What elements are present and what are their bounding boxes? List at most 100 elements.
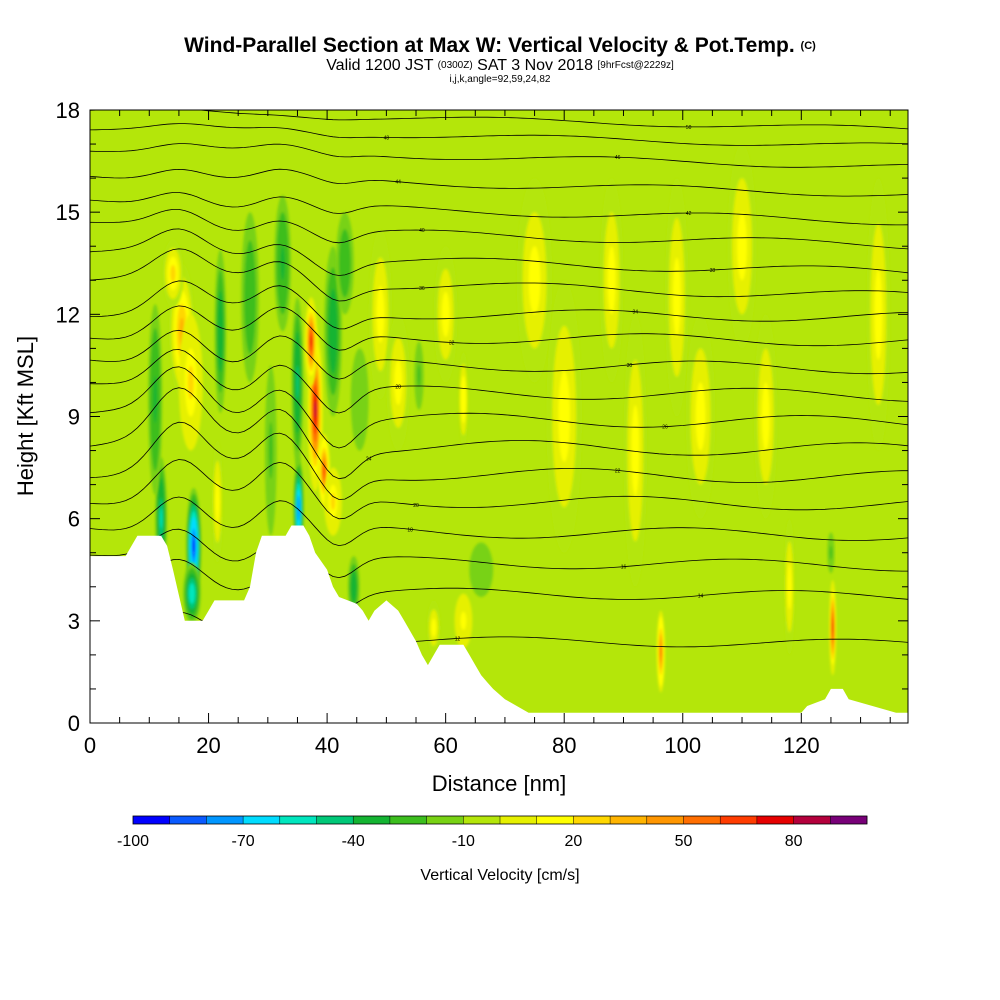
colorbar-tick-label: 20 xyxy=(565,833,583,850)
colorbar-swatch xyxy=(316,816,354,824)
chart-titles: Wind-Parallel Section at Max W: Vertical… xyxy=(0,34,1000,85)
colorbar-tick-label: 50 xyxy=(675,833,693,850)
x-axis: 0 20 40 60 80 100 120 xyxy=(84,110,891,758)
colorbar-tick-label: -10 xyxy=(452,833,475,850)
colorbar-label: Vertical Velocity [cm/s] xyxy=(420,867,579,884)
pot-temp-contour xyxy=(90,280,908,330)
pot-temp-contour xyxy=(90,528,908,579)
velocity-cell xyxy=(368,229,393,400)
velocity-cell xyxy=(183,562,201,625)
pot-temp-contour xyxy=(90,496,908,547)
pot-temp-contour xyxy=(90,329,908,380)
chart-subtitle: Valid 1200 JST (0300Z) SAT 3 Nov 2018 [9… xyxy=(0,58,1000,74)
pot-temp-contour xyxy=(90,209,908,250)
pot-temp-contour xyxy=(90,123,908,146)
contour-label: 24 xyxy=(366,457,372,463)
colorbar-swatch xyxy=(353,816,391,824)
pot-temp-contours: 12 14 16 18 20 22 24 26 28 30 32 34 36 38 40 42 44 46 48 50 xyxy=(90,110,908,657)
y-tick-label: 3 xyxy=(68,609,80,634)
chart-title: Wind-Parallel Section at Max W: Vertical… xyxy=(184,34,816,58)
pot-temp-contour xyxy=(90,110,908,130)
x-tick-label: 120 xyxy=(783,733,820,758)
velocity-cell xyxy=(829,579,837,676)
velocity-cell xyxy=(386,314,411,451)
velocity-cell xyxy=(211,440,224,563)
pot-temp-contour xyxy=(90,349,908,414)
contour-label: 34 xyxy=(633,310,639,316)
y-tick-label: 18 xyxy=(56,98,80,123)
y-tick-label: 12 xyxy=(56,302,80,327)
velocity-cell xyxy=(827,532,835,574)
velocity-cell xyxy=(783,518,796,655)
contour-label: 48 xyxy=(384,136,390,142)
velocity-cell xyxy=(664,178,689,417)
terrain xyxy=(90,525,908,723)
contour-label: 36 xyxy=(419,286,425,292)
contour-label: 26 xyxy=(662,425,668,431)
x-tick-label: 40 xyxy=(315,733,339,758)
pot-temp-contour xyxy=(90,366,908,449)
pot-temp-contour xyxy=(90,192,908,226)
x-tick-label: 80 xyxy=(552,733,576,758)
subtitle-date: SAT 3 Nov 2018 xyxy=(477,57,594,74)
contour-label: 18 xyxy=(407,527,413,533)
colorbar-tick-label: -70 xyxy=(232,833,255,850)
colorbar-swatch xyxy=(500,816,537,824)
pot-temp-contour xyxy=(90,305,908,351)
x-tick-label: 0 xyxy=(84,733,96,758)
chart-section-indices: i,j,k,angle=92,59,24,82 xyxy=(449,74,551,85)
y-tick-label: 6 xyxy=(68,507,80,532)
y-tick-label: 15 xyxy=(56,200,80,225)
subtitle-valid: Valid 1200 JST xyxy=(326,57,434,74)
contour-label: 32 xyxy=(449,341,455,347)
velocity-cell xyxy=(599,178,624,383)
velocity-cell xyxy=(291,297,304,468)
contour-label: 20 xyxy=(413,503,419,509)
chart-title-suffix: (C) xyxy=(800,40,816,52)
velocity-cell xyxy=(162,239,184,308)
velocity-field xyxy=(148,144,891,693)
x-tick-label: 60 xyxy=(433,733,457,758)
pot-temp-contour xyxy=(90,248,908,302)
contour-label: 22 xyxy=(615,468,621,474)
plot-area: 12 14 16 18 20 22 24 26 28 30 32 34 36 38 40 42 44 46 48 50 xyxy=(90,110,908,723)
colorbar: -100 -70 -40 -10 20 50 80 xyxy=(117,815,868,850)
colorbar-swatch xyxy=(830,816,868,824)
velocity-cell xyxy=(274,195,291,332)
colorbar-tick-label: -40 xyxy=(342,833,365,850)
velocity-cell xyxy=(307,327,323,492)
colorbar-swatch xyxy=(426,816,464,824)
velocity-cell xyxy=(454,593,473,649)
colorbar-swatch xyxy=(463,816,501,824)
colorbar-swatch xyxy=(206,816,244,824)
contour-label: 16 xyxy=(621,565,627,571)
subtitle-zulu: (0300Z) xyxy=(437,60,473,71)
colorbar-swatch xyxy=(243,816,281,824)
chart-title-main: Wind-Parallel Section at Max W: Vertical… xyxy=(184,34,795,57)
colorbar-swatch xyxy=(683,816,721,824)
colorbar-swatch xyxy=(133,816,170,824)
colorbar-swatch xyxy=(793,816,831,824)
velocity-cell xyxy=(241,212,259,383)
contour-label: 46 xyxy=(615,155,621,161)
contour-label: 40 xyxy=(419,228,425,234)
velocity-cell xyxy=(324,467,342,536)
velocity-cell xyxy=(414,341,424,410)
pot-temp-contour xyxy=(90,228,908,276)
y-tick-label: 0 xyxy=(68,711,80,736)
contour-label: 38 xyxy=(710,268,716,274)
pot-temp-contour xyxy=(90,168,908,197)
colorbar-tick-label: 80 xyxy=(785,833,803,850)
velocity-cell xyxy=(214,249,227,414)
y-axis-label: Height [Kft MSL] xyxy=(13,336,38,496)
x-tick-label: 20 xyxy=(196,733,220,758)
contour-label: 30 xyxy=(627,363,633,369)
colorbar-swatch xyxy=(573,816,611,824)
pot-temp-contour xyxy=(90,558,908,612)
velocity-cell xyxy=(148,304,163,495)
pot-temp-contour xyxy=(90,387,908,480)
pot-temp-contour xyxy=(90,421,908,500)
velocity-cell xyxy=(433,246,458,383)
contour-label: 28 xyxy=(395,384,401,390)
